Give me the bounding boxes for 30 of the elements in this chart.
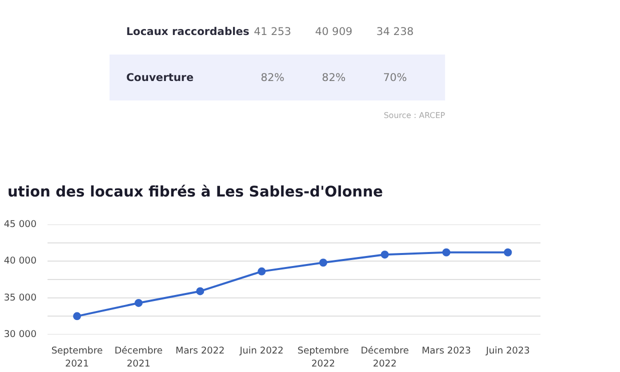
point [380,250,389,259]
text: 41 253 [254,25,292,38]
point [196,287,204,296]
text: 82% [322,71,346,84]
point [442,248,450,256]
x-tick-label: Septembre 2022 [298,346,350,370]
chart-title: ution des locaux fibrés à Les Sables-d'Olonne [8,184,384,200]
source-note: Source : ARCEP [384,111,446,120]
x-tick-label: Mars 2023 [422,346,471,356]
text: Locaux raccordables [126,25,250,38]
text: Couverture [126,71,194,84]
text: 82% [260,71,284,84]
point [134,298,143,307]
x-tick-label: Juin 2022 [238,346,284,356]
point [504,248,512,256]
x-tick-label: Septembre 2021 [51,346,103,370]
y-tick-label: 30 000 [4,329,37,340]
point [258,267,266,276]
point [73,312,82,320]
text: 34 238 [376,25,414,38]
x-tick-label: Mars 2022 [176,346,225,356]
y-tick-label: 45 000 [4,219,37,230]
point [319,258,328,267]
text: 70% [383,71,407,84]
x-tick-label: Décembre 2022 [360,346,410,370]
y-tick-label: 40 000 [4,256,37,267]
x-tick-label: Juin 2023 [484,346,530,356]
text: 40 909 [315,25,353,38]
y-tick-label: 35 000 [4,292,37,304]
x-tick-label: Décembre 2021 [114,346,163,370]
